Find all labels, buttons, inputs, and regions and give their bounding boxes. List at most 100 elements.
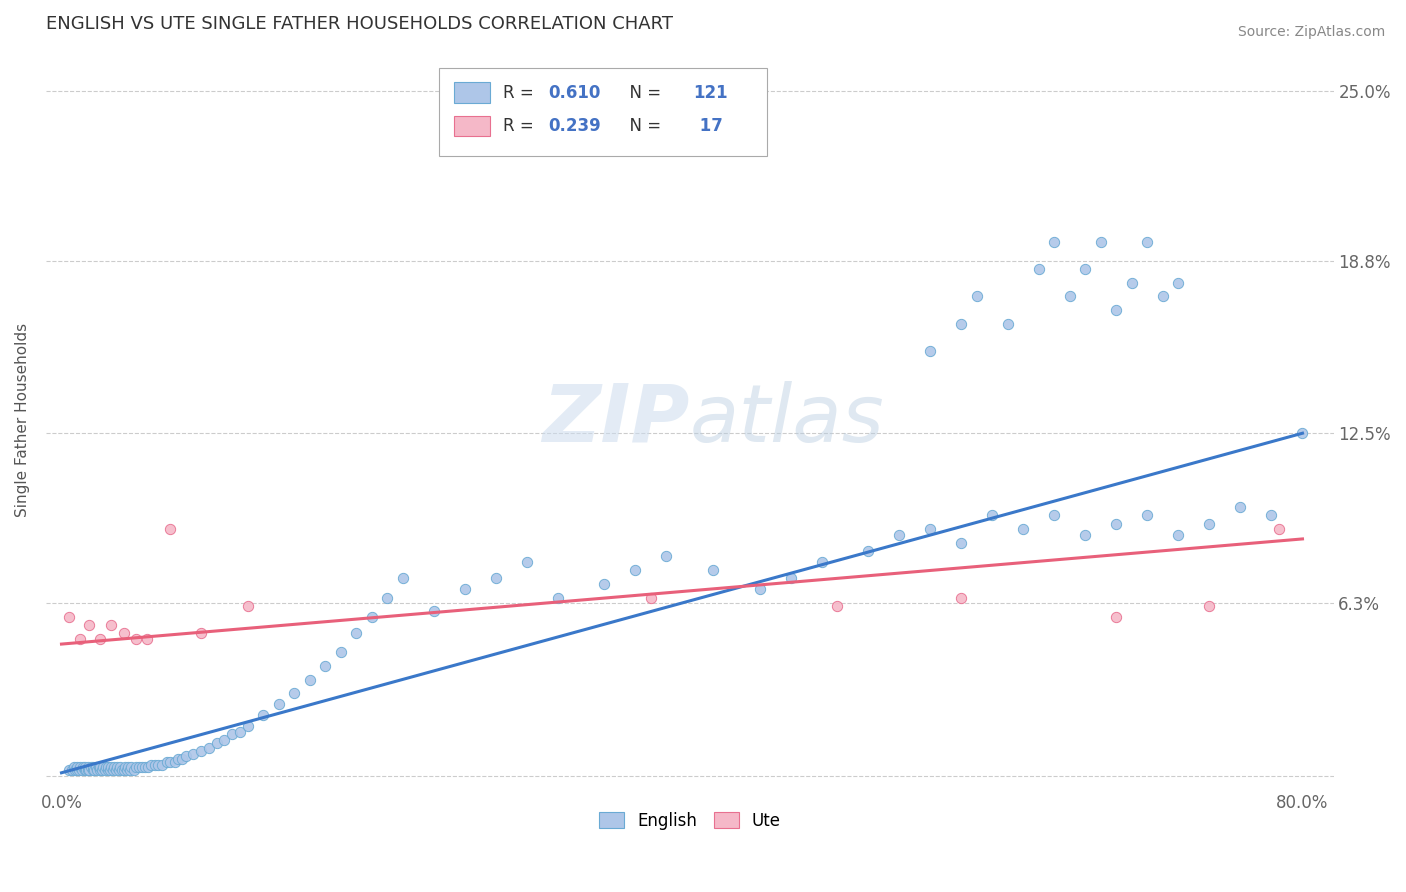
Point [159, 522, 181, 536]
Point [485, 571, 508, 585]
Point [72, 760, 94, 774]
Point [920, 522, 942, 536]
Point [221, 727, 243, 741]
Point [125, 760, 148, 774]
Point [1167, 527, 1189, 541]
Point [114, 760, 136, 774]
Text: N =: N = [619, 84, 666, 102]
Point [889, 527, 911, 541]
Point [58, 763, 80, 777]
Point [655, 549, 678, 564]
Point [1105, 303, 1128, 318]
Point [190, 744, 212, 758]
Point [100, 618, 122, 632]
Point [454, 582, 477, 597]
Point [966, 289, 988, 303]
Point [236, 599, 259, 613]
Point [101, 763, 124, 777]
Point [115, 763, 138, 777]
Point [1291, 426, 1313, 441]
Point [360, 609, 382, 624]
Point [1121, 276, 1143, 290]
Point [134, 760, 156, 774]
Point [73, 763, 96, 777]
Point [825, 599, 848, 613]
Point [69, 632, 91, 646]
Point [76, 763, 98, 777]
Point [375, 591, 398, 605]
Point [1198, 599, 1220, 613]
Point [252, 708, 274, 723]
Point [1059, 289, 1081, 303]
Point [89, 763, 111, 777]
Point [516, 555, 538, 569]
Point [97, 763, 120, 777]
Point [117, 760, 139, 774]
Point [138, 760, 160, 774]
Point [283, 686, 305, 700]
Text: 0.239: 0.239 [548, 117, 600, 135]
Point [624, 563, 647, 577]
Point [80, 760, 103, 774]
FancyBboxPatch shape [454, 82, 491, 103]
Point [118, 763, 141, 777]
Point [198, 741, 221, 756]
Point [779, 571, 801, 585]
Point [1268, 522, 1291, 536]
Point [183, 747, 205, 761]
Point [105, 760, 128, 774]
Point [1012, 522, 1035, 536]
Point [950, 317, 973, 331]
Point [920, 344, 942, 359]
Point [141, 757, 163, 772]
Point [423, 604, 446, 618]
Point [329, 645, 352, 659]
Point [174, 749, 197, 764]
Point [103, 760, 125, 774]
Point [125, 632, 148, 646]
Point [87, 760, 110, 774]
Point [298, 673, 321, 687]
Point [1167, 276, 1189, 290]
Point [108, 763, 131, 777]
Point [150, 757, 173, 772]
Point [391, 571, 413, 585]
Point [1043, 235, 1066, 249]
Point [1136, 508, 1159, 523]
Point [1229, 500, 1251, 515]
Point [124, 763, 146, 777]
FancyBboxPatch shape [454, 116, 491, 136]
Point [66, 760, 89, 774]
Point [90, 763, 112, 777]
Point [856, 544, 879, 558]
Point [593, 577, 616, 591]
Point [89, 760, 111, 774]
Point [135, 632, 157, 646]
Point [86, 763, 108, 777]
Point [950, 535, 973, 549]
Point [1152, 289, 1174, 303]
Point [156, 755, 179, 769]
Point [1028, 261, 1050, 276]
Point [1260, 508, 1282, 523]
Point [75, 763, 97, 777]
Point [1105, 516, 1128, 531]
Legend: English, Ute: English, Ute [592, 805, 787, 837]
Text: 17: 17 [693, 117, 723, 135]
Point [83, 763, 105, 777]
Point [159, 755, 181, 769]
FancyBboxPatch shape [439, 69, 768, 155]
Y-axis label: Single Father Households: Single Father Households [15, 323, 30, 516]
Point [205, 736, 228, 750]
Point [950, 591, 973, 605]
Point [111, 763, 134, 777]
Point [1105, 609, 1128, 624]
Point [98, 763, 121, 777]
Point [82, 763, 104, 777]
Point [131, 760, 153, 774]
Point [69, 760, 91, 774]
Point [60, 763, 83, 777]
Point [1090, 235, 1112, 249]
Point [79, 618, 101, 632]
Point [66, 763, 89, 777]
